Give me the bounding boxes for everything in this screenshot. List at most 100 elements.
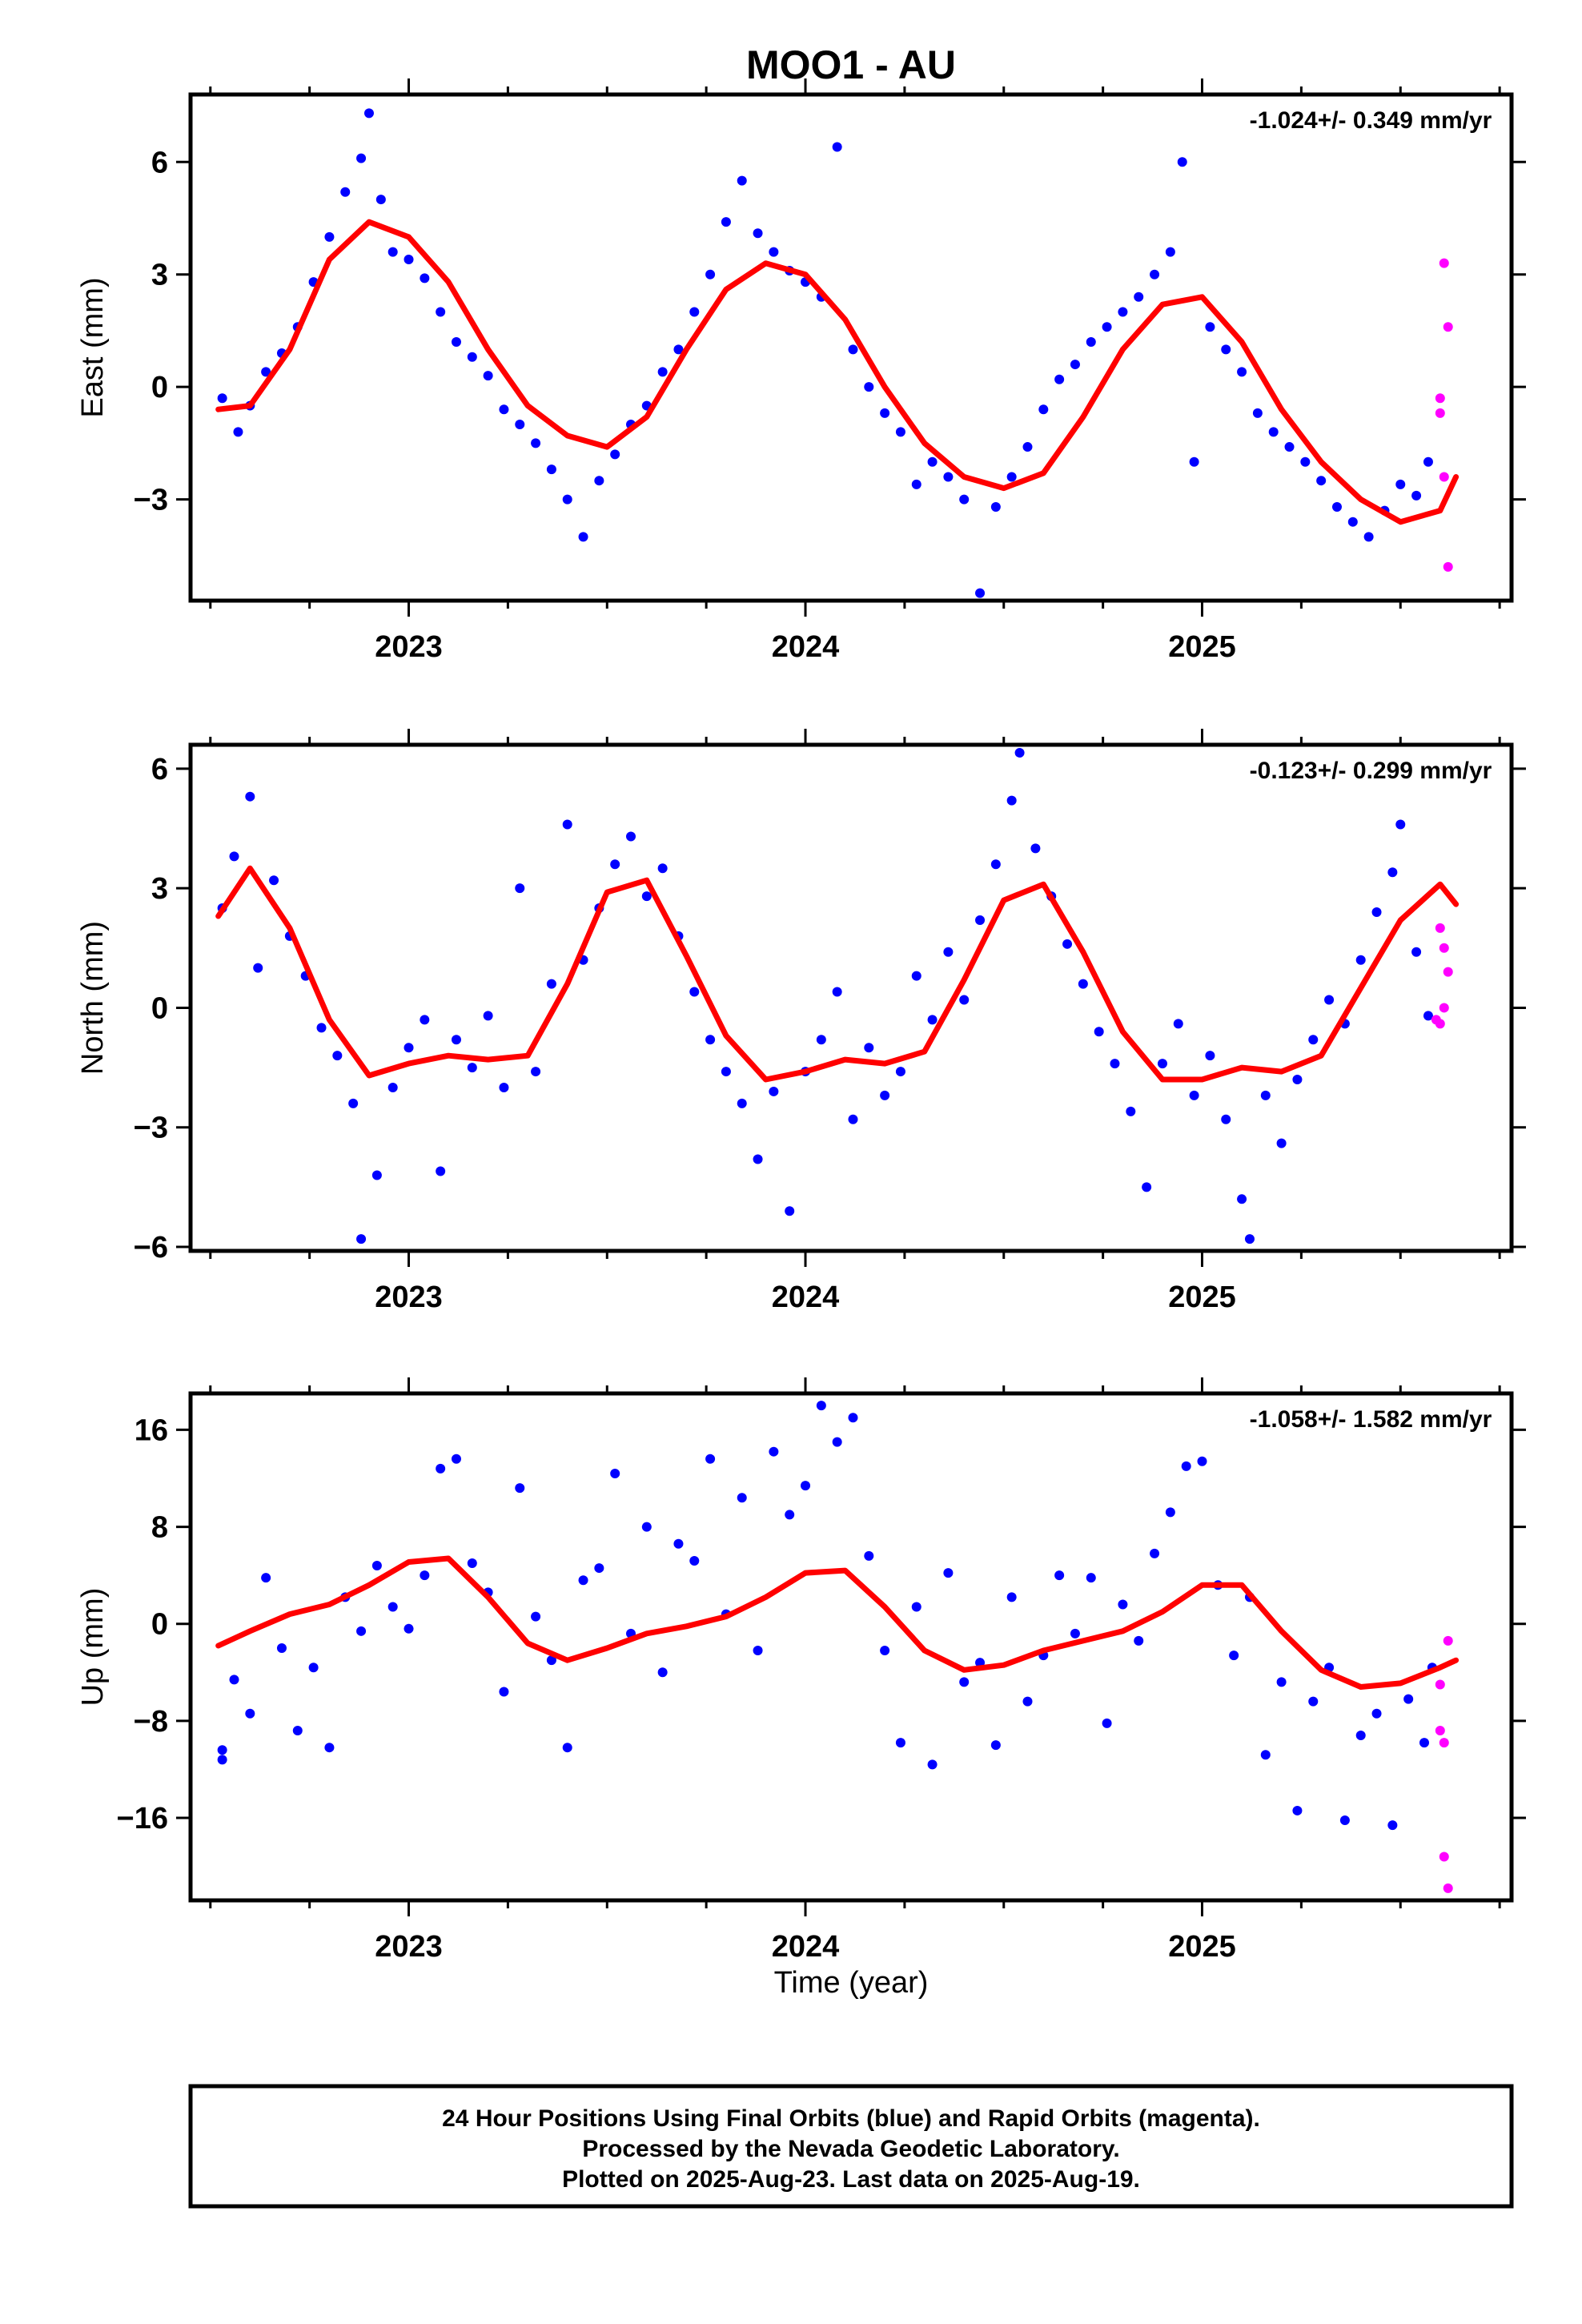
north-final-point xyxy=(499,1082,509,1092)
east-final-point xyxy=(217,393,227,404)
up-final-point xyxy=(895,1738,905,1748)
footer-line-2: Processed by the Nevada Geodetic Laborat… xyxy=(582,2136,1119,2162)
east-panel: 2023 2024 2025 −3 0 3 6 East (mm) -1.024+/- 0.34… xyxy=(76,78,1526,664)
east-final-point xyxy=(1070,360,1080,370)
north-final-point xyxy=(610,859,620,870)
up-final-point xyxy=(467,1558,477,1569)
east-final-point xyxy=(1221,344,1231,355)
up-y-tick-label: 16 xyxy=(135,1413,168,1447)
north-final-point xyxy=(1157,1059,1167,1069)
north-final-point xyxy=(943,947,954,957)
up-final-point xyxy=(801,1481,811,1491)
up-final-point xyxy=(816,1401,826,1411)
up-final-point xyxy=(1387,1820,1398,1831)
up-panel: 2023 2024 2025 −16 −8 0 8 16 Up (mm) -1.058+/- 1.… xyxy=(76,1377,1526,1964)
north-final-point xyxy=(753,1154,763,1164)
east-final-point xyxy=(233,427,243,437)
north-final-point xyxy=(1395,819,1406,830)
east-final-point xyxy=(356,153,367,163)
north-final-point xyxy=(1292,1075,1303,1085)
up-final-point xyxy=(1102,1718,1112,1728)
up-final-point xyxy=(943,1568,954,1578)
east-final-point xyxy=(880,408,890,418)
east-final-point xyxy=(1423,456,1433,467)
east-final-point xyxy=(864,382,874,392)
east-final-point xyxy=(515,419,525,429)
east-rapid-point xyxy=(1435,408,1445,418)
up-final-point xyxy=(1165,1507,1175,1518)
up-y-tick-label: 0 xyxy=(151,1608,168,1642)
up-final-point xyxy=(1419,1738,1429,1748)
north-final-point xyxy=(467,1063,477,1073)
up-final-point xyxy=(292,1725,303,1735)
north-final-point xyxy=(371,1170,382,1180)
up-final-point xyxy=(276,1643,287,1654)
up-final-point xyxy=(451,1454,461,1464)
north-final-point xyxy=(975,915,986,925)
up-final-point xyxy=(387,1602,398,1612)
north-plot-frame xyxy=(188,742,1514,1253)
north-final-point xyxy=(1308,1035,1319,1045)
up-final-point xyxy=(990,1740,1001,1751)
north-fit-curve xyxy=(215,865,1460,1083)
up-x-tick-label: 2025 xyxy=(1168,1930,1236,1964)
north-final-point xyxy=(451,1035,461,1045)
east-y-tick-label: 0 xyxy=(151,371,168,404)
east-final-point xyxy=(1134,292,1144,302)
north-y-tick-label: −6 xyxy=(134,1231,168,1265)
east-final-point xyxy=(324,231,335,242)
up-final-point xyxy=(1371,1708,1382,1719)
north-final-point xyxy=(1221,1114,1231,1124)
up-final-point xyxy=(1355,1731,1366,1741)
up-final-point xyxy=(737,1493,747,1503)
east-final-point xyxy=(594,476,604,486)
east-final-point xyxy=(1395,479,1406,489)
east-final-point xyxy=(943,472,954,482)
east-final-point xyxy=(1347,517,1358,527)
north-final-point xyxy=(689,987,700,997)
footer-box: 24 Hour Positions Using Final Orbits (bl… xyxy=(188,2084,1514,2209)
east-final-point xyxy=(1006,472,1017,482)
north-final-point xyxy=(1205,1051,1215,1061)
north-final-point xyxy=(1014,747,1025,758)
east-final-point xyxy=(1205,322,1215,332)
north-final-point xyxy=(1387,867,1398,878)
north-final-point xyxy=(420,1015,430,1025)
up-final-point xyxy=(1070,1628,1080,1638)
north-final-point xyxy=(1324,995,1335,1005)
up-final-point xyxy=(959,1677,970,1687)
up-final-point xyxy=(864,1550,874,1561)
up-final-point xyxy=(1054,1570,1065,1581)
east-final-point xyxy=(832,142,842,152)
east-final-point xyxy=(673,344,684,355)
east-final-point xyxy=(769,247,779,257)
north-final-point xyxy=(959,995,970,1005)
east-final-point xyxy=(1411,490,1422,501)
up-final-point xyxy=(1150,1548,1160,1558)
north-final-point xyxy=(387,1082,398,1092)
up-final-point xyxy=(245,1708,255,1719)
east-final-point xyxy=(420,273,430,283)
north-final-point xyxy=(769,1086,779,1096)
north-final-point xyxy=(1371,907,1382,918)
up-rapid-point xyxy=(1443,1635,1453,1646)
north-final-point xyxy=(253,963,263,973)
up-final-point xyxy=(308,1663,319,1673)
north-final-point xyxy=(404,1043,414,1053)
up-final-point xyxy=(420,1570,430,1581)
up-final-point xyxy=(531,1611,541,1622)
east-rate-label: -1.024+/- 0.349 mm/yr xyxy=(1250,107,1492,134)
north-final-point xyxy=(546,979,556,989)
east-final-point xyxy=(895,427,905,437)
east-final-point xyxy=(1038,404,1049,415)
north-x-tick-label: 2025 xyxy=(1168,1281,1236,1314)
up-y-tick-label: −8 xyxy=(134,1705,168,1739)
north-panel: 2023 2024 2025 −6 −3 0 3 6 North (mm) -0.123+/- 0… xyxy=(76,729,1526,1314)
east-final-point xyxy=(927,456,938,467)
north-final-point xyxy=(1355,955,1366,965)
east-final-point xyxy=(1022,442,1033,452)
north-y-tick-label: 3 xyxy=(151,872,168,906)
east-rapid-point xyxy=(1439,258,1449,268)
up-final-point xyxy=(546,1655,556,1666)
